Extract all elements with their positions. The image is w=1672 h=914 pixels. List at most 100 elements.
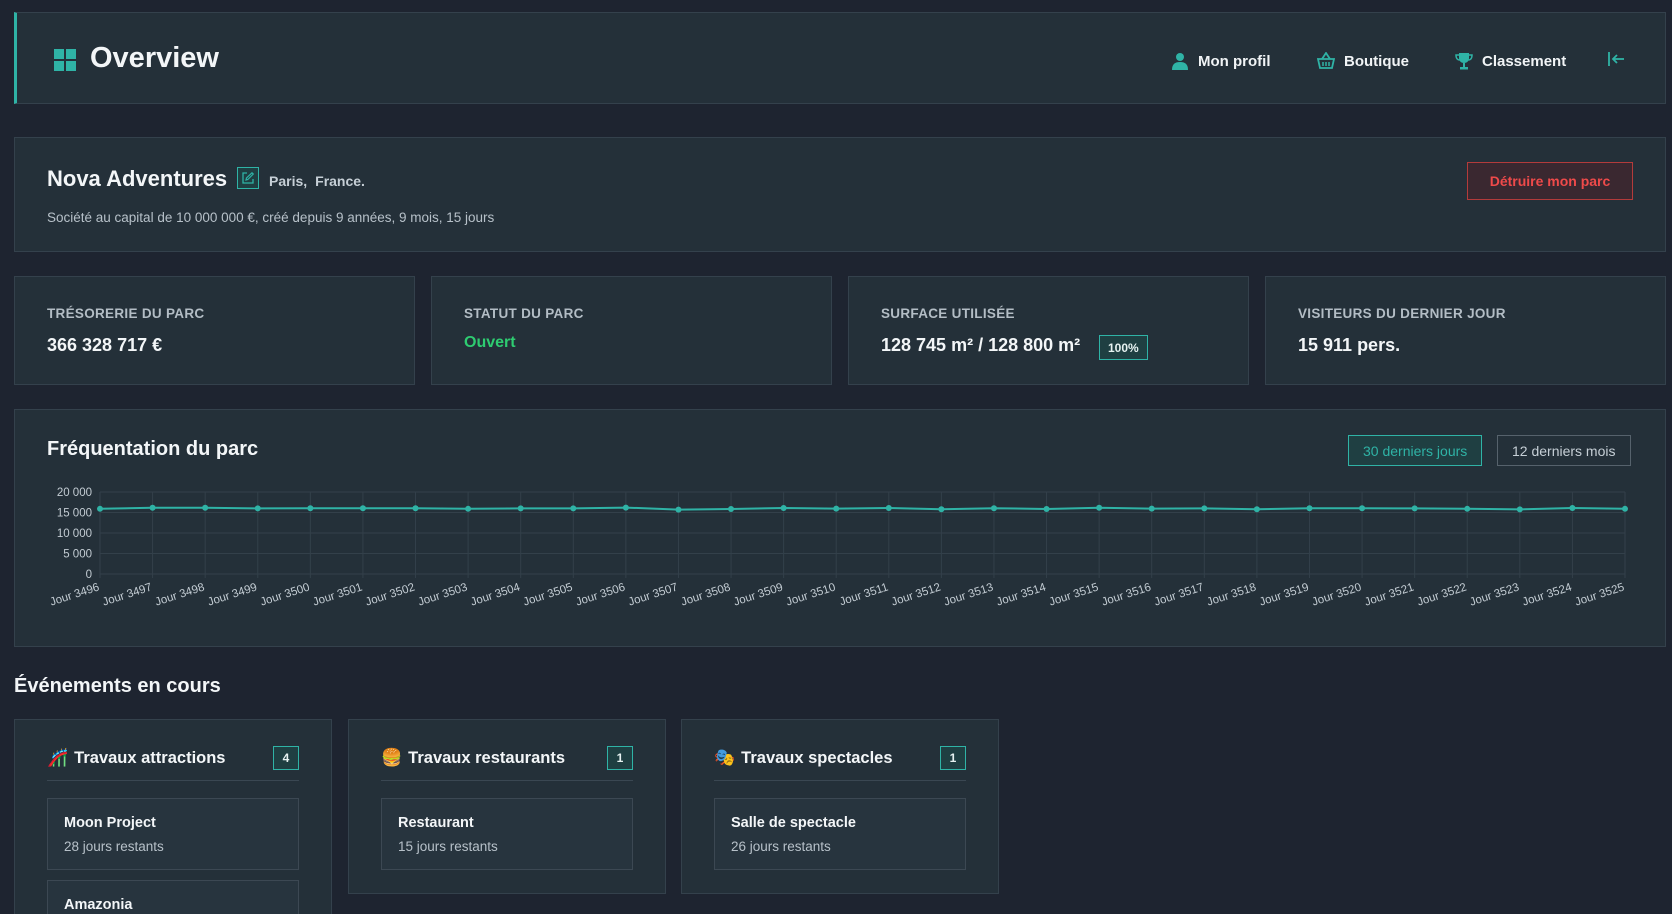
top-header: Overview Mon profil Boutique Classement [14, 12, 1666, 104]
x-tick-label: Jour 3515 [1048, 581, 1100, 608]
event-item-name: Moon Project [64, 815, 156, 831]
stat-value: 15 911 pers. [1298, 335, 1401, 355]
event-count-badge: 1 [940, 746, 966, 770]
data-point [412, 505, 419, 512]
destroy-park-button[interactable]: Détruire mon parc [1467, 162, 1633, 200]
nav-shop-link[interactable]: Boutique [1317, 52, 1409, 70]
data-point [938, 506, 945, 513]
event-card-header: 🍔 Travaux restaurants 1 [381, 746, 633, 781]
stat-label: VISITEURS DU DERNIER JOUR [1298, 306, 1506, 321]
data-point [1253, 506, 1260, 513]
x-tick-label: Jour 3500 [259, 581, 311, 608]
user-icon [1172, 53, 1188, 70]
x-tick-label: Jour 3521 [1363, 581, 1415, 608]
nav-profile-link[interactable]: Mon profil [1171, 52, 1270, 70]
x-tick-label: Jour 3524 [1521, 581, 1574, 608]
range-30-days-button[interactable]: 30 derniers jours [1348, 435, 1483, 466]
data-point [728, 506, 735, 513]
x-tick-label: Jour 3522 [1416, 581, 1468, 608]
x-tick-label: Jour 3513 [943, 581, 995, 608]
x-tick-label: Jour 3516 [1100, 581, 1152, 608]
range-12-months-button[interactable]: 12 derniers mois [1497, 435, 1631, 466]
park-city: Paris, [269, 173, 308, 189]
events-section-title: Événements en cours [14, 675, 221, 697]
event-item-days: 28 jours restants [64, 839, 164, 854]
stat-card-visitors: VISITEURS DU DERNIER JOUR 15 911 pers. [1265, 276, 1666, 385]
event-card-attractions: 🎢 Travaux attractions 4 Moon Project 28 … [14, 719, 332, 914]
data-point [833, 505, 840, 512]
data-point [622, 504, 629, 511]
event-item[interactable]: Restaurant 15 jours restants [381, 798, 633, 870]
event-item-name: Restaurant [398, 815, 474, 831]
data-point [1043, 506, 1050, 513]
nav-ranking-label: Classement [1482, 52, 1567, 70]
burger-icon: 🍔 [381, 748, 403, 767]
data-point [1359, 505, 1366, 512]
x-tick-label: Jour 3520 [1311, 581, 1363, 608]
data-point [202, 504, 209, 511]
data-point [1464, 505, 1471, 512]
x-tick-label: Jour 3505 [522, 581, 574, 608]
series-line [99, 506, 1626, 511]
park-info-panel: Nova Adventures Paris, France. Société au… [14, 137, 1666, 252]
data-point [1622, 505, 1628, 512]
event-card-title: Travaux spectacles [741, 749, 893, 767]
x-tick-label: Jour 3503 [417, 581, 469, 608]
x-tick-label: Jour 3497 [101, 581, 153, 608]
nav-ranking-link[interactable]: Classement [1455, 52, 1566, 70]
data-point [465, 505, 472, 512]
data-point [1411, 505, 1418, 512]
x-tick-label: Jour 3496 [49, 581, 101, 608]
event-card-header: 🎢 Travaux attractions 4 [47, 746, 299, 781]
event-card-title: Travaux attractions [74, 749, 226, 767]
edit-icon [242, 172, 254, 184]
data-point [1516, 506, 1523, 513]
stat-value: 366 328 717 € [47, 335, 163, 355]
data-point [307, 505, 314, 512]
data-point [780, 504, 787, 511]
data-point [254, 505, 261, 512]
event-count-badge: 4 [273, 746, 299, 770]
chart-title: Fréquentation du parc [47, 438, 259, 460]
stat-label: STATUT DU PARC [464, 306, 584, 321]
x-tick-label: Jour 3508 [680, 581, 732, 608]
x-tick-label: Jour 3525 [1574, 581, 1626, 608]
data-point [1201, 505, 1208, 512]
event-item[interactable]: Salle de spectacle 26 jours restants [714, 798, 966, 870]
data-point [1306, 505, 1313, 512]
data-point [1096, 504, 1103, 511]
x-tick-label: Jour 3504 [469, 581, 522, 608]
stat-value: 128 745 m² / 128 800 m² [881, 335, 1081, 355]
stat-card-status: STATUT DU PARC Ouvert [431, 276, 832, 385]
x-tick-label: Jour 3510 [785, 581, 837, 608]
x-tick-label: Jour 3507 [627, 581, 679, 608]
data-point [675, 506, 682, 513]
data-point [570, 505, 577, 512]
event-count-badge: 1 [607, 746, 633, 770]
edit-park-button[interactable] [237, 167, 259, 189]
data-point [990, 505, 997, 512]
logout-button[interactable] [1607, 50, 1625, 68]
event-item[interactable]: Moon Project 28 jours restants [47, 798, 299, 870]
data-point [517, 505, 524, 512]
x-tick-label: Jour 3502 [364, 581, 416, 608]
basket-icon [1317, 52, 1335, 69]
event-card-header: 🎭 Travaux spectacles 1 [714, 746, 966, 781]
x-tick-label: Jour 3517 [1153, 581, 1205, 608]
event-item-name: Salle de spectacle [731, 815, 856, 831]
event-item-days: 26 jours restants [731, 839, 831, 854]
x-tick-label: Jour 3498 [154, 581, 206, 608]
y-tick-label: 15 000 [57, 508, 92, 520]
event-item[interactable]: Amazonia [47, 880, 299, 914]
data-point [1148, 505, 1155, 512]
event-item-days: 15 jours restants [398, 839, 498, 854]
x-tick-label: Jour 3506 [574, 581, 626, 608]
stat-label: TRÉSORERIE DU PARC [47, 306, 205, 321]
park-description: Société au capital de 10 000 000 €, créé… [47, 210, 495, 225]
x-tick-label: Jour 3523 [1468, 581, 1520, 608]
nav-profile-label: Mon profil [1198, 52, 1271, 70]
x-tick-label: Jour 3511 [838, 581, 890, 608]
y-tick-label: 10 000 [57, 528, 92, 540]
y-tick-label: 5 000 [63, 549, 92, 561]
